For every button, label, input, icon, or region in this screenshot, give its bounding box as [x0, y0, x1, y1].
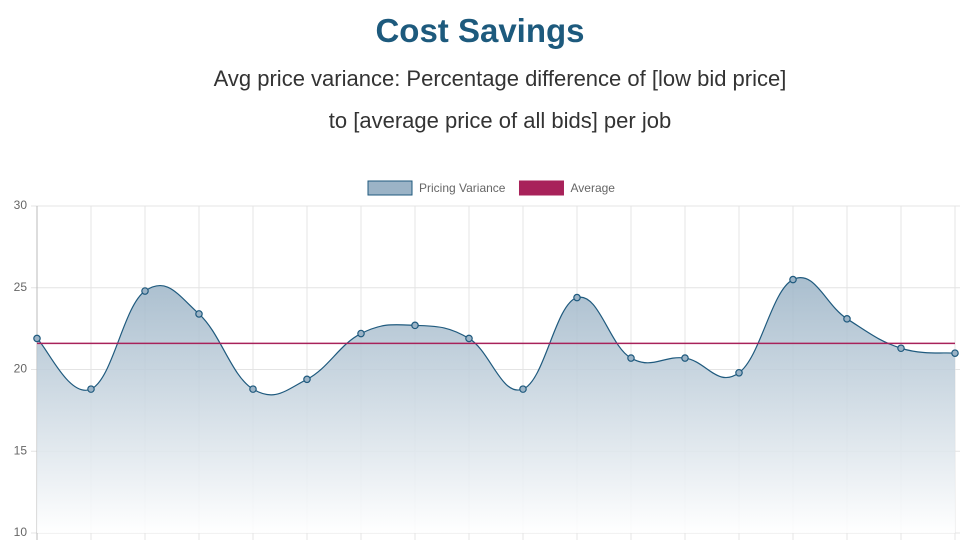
y-tick-label: 15 — [14, 443, 28, 457]
data-point — [141, 287, 149, 295]
data-point — [519, 385, 527, 393]
legend-label: Average — [570, 181, 615, 195]
data-point — [735, 368, 743, 377]
y-tick-label: 30 — [14, 198, 28, 212]
series-area — [37, 277, 955, 533]
y-tick-label: 25 — [14, 280, 28, 294]
legend-swatch — [518, 180, 564, 196]
data-point — [465, 334, 473, 343]
legend-label: Pricing Variance — [419, 181, 506, 195]
data-point — [411, 321, 419, 330]
y-tick-label: 20 — [14, 362, 28, 376]
legend-swatch — [367, 180, 413, 196]
y-tick-label: 10 — [14, 525, 28, 539]
data-point — [951, 349, 959, 357]
data-point — [195, 310, 203, 318]
data-point — [249, 385, 257, 393]
data-point — [357, 329, 365, 338]
data-point — [789, 275, 797, 284]
data-point — [681, 354, 689, 362]
chart-title: Cost Savings — [375, 12, 585, 49]
data-point — [573, 293, 581, 302]
data-point — [33, 334, 41, 343]
data-point — [627, 354, 635, 362]
data-point — [303, 375, 311, 384]
chart-subtitle: Avg price variance: Percentage differenc… — [213, 66, 787, 133]
data-point — [87, 385, 95, 393]
data-point — [897, 344, 905, 353]
data-point — [843, 315, 851, 323]
